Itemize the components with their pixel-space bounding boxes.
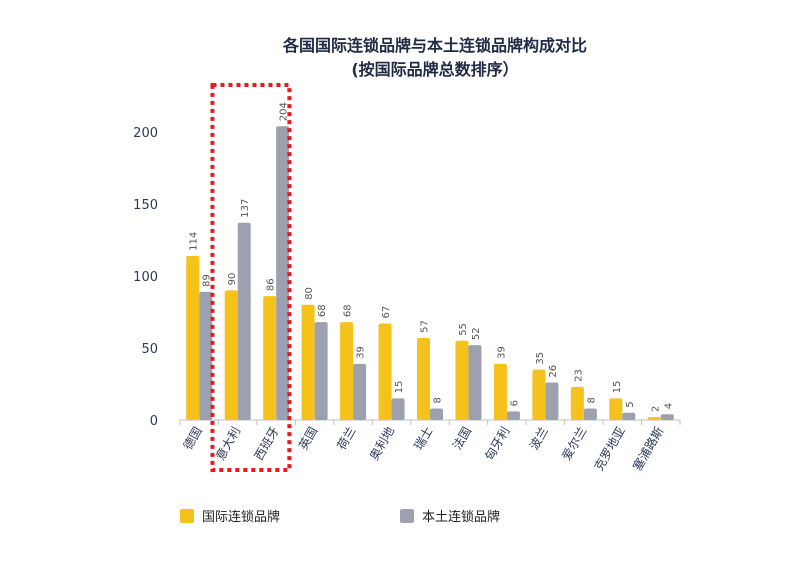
bar-international (378, 323, 392, 420)
data-label: 86 (266, 278, 277, 291)
chart-subtitle: (按国际品牌总数排序） (351, 60, 519, 79)
bar-international (609, 398, 623, 420)
data-label: 89 (202, 274, 213, 287)
legend-label-local: 本土连锁品牌 (422, 510, 501, 525)
data-label: 5 (625, 401, 636, 407)
data-label: 4 (663, 403, 674, 409)
y-tick-label: 150 (133, 198, 158, 213)
bar-international (224, 290, 238, 420)
data-label: 2 (650, 406, 661, 412)
x-tick-label: 英国 (296, 425, 320, 453)
x-tick-label: 塞浦路斯 (629, 424, 666, 473)
x-tick-label: 爱尔兰 (558, 424, 589, 463)
bar-international (570, 386, 584, 420)
x-tick-label: 荷兰 (335, 425, 359, 453)
x-tick-label: 法国 (450, 425, 474, 453)
x-tick-label: 意大利 (212, 424, 243, 463)
data-label: 80 (304, 287, 315, 300)
bar-local (622, 412, 636, 420)
bar-international (417, 337, 430, 420)
x-tick-label: 德国 (180, 424, 205, 452)
bar-international (455, 340, 469, 420)
data-label: 23 (573, 369, 584, 382)
data-label: 39 (496, 346, 507, 359)
data-label: 57 (420, 320, 431, 333)
legend-item-local: 本土连锁品牌 (400, 506, 500, 525)
legend-label-international: 国际连锁品牌 (202, 510, 281, 525)
data-label: 52 (471, 327, 482, 340)
legend-item-international: 国际连锁品牌 (180, 506, 280, 525)
data-label: 204 (279, 102, 290, 121)
data-label: 55 (458, 323, 469, 336)
bar-international (532, 369, 546, 420)
data-label: 8 (433, 397, 444, 403)
bar-local (314, 322, 328, 420)
bar-local (237, 222, 251, 420)
y-tick-label: 50 (141, 342, 158, 357)
bar-local (353, 363, 367, 420)
bar-international (647, 417, 661, 420)
bar-local (199, 291, 213, 420)
data-label: 39 (356, 346, 367, 359)
x-tick-label: 克罗地亚 (592, 425, 628, 474)
x-tick-label: 匈牙利 (482, 425, 512, 463)
bar-international (301, 304, 315, 420)
bar-local (276, 126, 290, 421)
bar-local (583, 408, 597, 420)
data-label: 137 (240, 199, 251, 218)
x-tick-label: 瑞士 (411, 425, 435, 453)
data-label: 26 (548, 365, 559, 378)
y-tick-label: 200 (133, 126, 158, 141)
y-tick-label: 100 (133, 270, 158, 285)
data-label: 6 (509, 400, 520, 406)
bar-local (430, 408, 443, 420)
data-label: 68 (343, 304, 354, 317)
legend-swatch-international (180, 508, 194, 523)
data-label: 15 (394, 381, 405, 394)
bar-international (493, 363, 507, 420)
bar-local (660, 414, 674, 420)
data-label: 15 (612, 381, 623, 394)
x-tick-label: 西班牙 (252, 425, 282, 463)
bar-international (263, 296, 277, 420)
data-label: 8 (586, 397, 597, 403)
x-tick-label: 波兰 (527, 425, 551, 453)
y-tick-label: 0 (150, 414, 158, 429)
bar-local (468, 345, 482, 420)
data-label: 90 (227, 273, 238, 286)
data-label: 67 (381, 306, 392, 319)
legend-swatch-local (400, 508, 414, 523)
data-label: 68 (317, 304, 328, 317)
bar-international (186, 255, 200, 420)
bar-local (391, 398, 405, 420)
highlight-box (210, 83, 292, 472)
x-tick-label: 奥利地 (367, 425, 397, 463)
bar-international (340, 322, 354, 420)
data-label: 114 (189, 232, 200, 251)
chart-title: 各国国际连锁品牌与本土连锁品牌构成对比 (282, 36, 587, 55)
data-label: 35 (535, 352, 546, 365)
bar-local (545, 382, 559, 420)
bar-local (506, 411, 520, 420)
